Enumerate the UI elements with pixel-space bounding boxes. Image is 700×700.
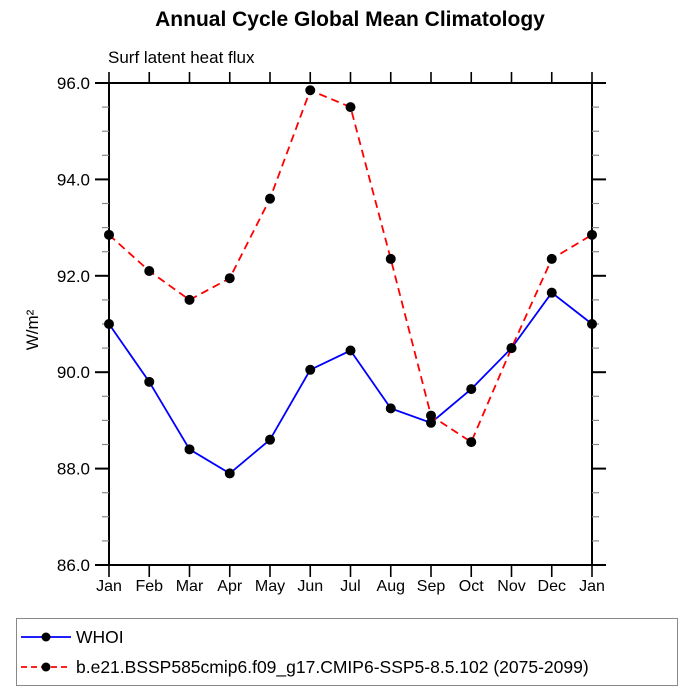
data-point-marker bbox=[184, 294, 195, 305]
data-point-marker bbox=[104, 229, 114, 240]
x-tick-label: May bbox=[255, 578, 285, 595]
data-point-marker bbox=[224, 468, 235, 479]
x-tick-label: Jul bbox=[340, 578, 360, 595]
x-tick-label: Jan bbox=[96, 578, 122, 595]
y-tick-label: 94.0 bbox=[57, 170, 90, 189]
data-point-marker bbox=[466, 437, 477, 448]
x-tick-label: Nov bbox=[497, 578, 525, 595]
legend: WHOI b.e21.BSSP585cmip6.f09_g17.CMIP6-SS… bbox=[16, 618, 678, 686]
legend-label-model: b.e21.BSSP585cmip6.f09_g17.CMIP6-SSP5-8.… bbox=[76, 656, 589, 677]
y-tick-label: 96.0 bbox=[57, 74, 90, 93]
data-point-marker bbox=[587, 229, 597, 240]
x-tick-label: Jan bbox=[579, 578, 605, 595]
legend-line-sample-whoi bbox=[21, 632, 71, 642]
data-point-marker bbox=[466, 384, 477, 395]
data-point-marker bbox=[506, 343, 517, 354]
axis-ticks bbox=[95, 72, 606, 577]
axis-tick-labels: Jan Feb Mar Apr May Jun Jul Aug Sep Oct Nov Dec Jan 8… bbox=[57, 74, 605, 595]
legend-marker-dot bbox=[41, 632, 51, 642]
series-lines bbox=[104, 85, 597, 479]
data-point-marker bbox=[385, 403, 396, 414]
x-tick-label: Sep bbox=[417, 578, 446, 595]
plot-frame-border bbox=[108, 82, 593, 566]
data-point-marker bbox=[546, 253, 557, 264]
data-point-marker bbox=[224, 273, 235, 284]
plot-frame bbox=[108, 82, 593, 566]
data-point-marker bbox=[587, 319, 597, 329]
y-tick-label: 90.0 bbox=[57, 363, 90, 382]
x-tick-label: Aug bbox=[377, 578, 405, 595]
y-tick-label: 86.0 bbox=[57, 556, 90, 575]
legend-item-whoi: WHOI bbox=[20, 623, 677, 652]
legend-label-whoi: WHOI bbox=[76, 626, 124, 647]
y-tick-label: 88.0 bbox=[57, 460, 90, 479]
chart-subtitle: Surf latent heat flux bbox=[108, 48, 255, 67]
data-point-marker bbox=[265, 193, 275, 204]
x-tick-label: Feb bbox=[135, 578, 163, 595]
plot-area: Jan Feb Mar Apr May Jun Jul Aug Sep Oct Nov Dec Jan 8… bbox=[57, 72, 606, 595]
series-line-model bbox=[108, 89, 593, 444]
data-point-marker bbox=[426, 410, 436, 421]
data-point-marker bbox=[104, 319, 114, 329]
legend-marker-dot bbox=[41, 662, 51, 672]
x-tick-label: Mar bbox=[176, 578, 204, 595]
data-point-marker bbox=[345, 345, 356, 356]
data-point-marker bbox=[144, 265, 155, 276]
series-line-whoi bbox=[108, 291, 593, 475]
data-point-marker bbox=[144, 376, 155, 387]
data-point-marker bbox=[426, 417, 436, 428]
data-point-marker bbox=[305, 85, 316, 96]
y-tick-label: 92.0 bbox=[57, 267, 90, 286]
x-tick-label: Jun bbox=[297, 578, 323, 595]
x-tick-label: Apr bbox=[217, 578, 243, 595]
chart-title: Annual Cycle Global Mean Climatology bbox=[155, 8, 545, 31]
data-point-marker bbox=[305, 364, 316, 375]
data-point-marker bbox=[546, 287, 557, 298]
x-tick-label: Oct bbox=[459, 578, 484, 595]
data-point-marker bbox=[184, 444, 195, 455]
data-point-marker bbox=[345, 102, 356, 113]
legend-line-sample-model bbox=[21, 662, 71, 672]
legend-item-model: b.e21.BSSP585cmip6.f09_g17.CMIP6-SSP5-8.… bbox=[20, 653, 677, 682]
data-point-marker bbox=[385, 253, 396, 264]
data-point-marker bbox=[265, 434, 275, 445]
x-tick-label: Dec bbox=[538, 578, 566, 595]
